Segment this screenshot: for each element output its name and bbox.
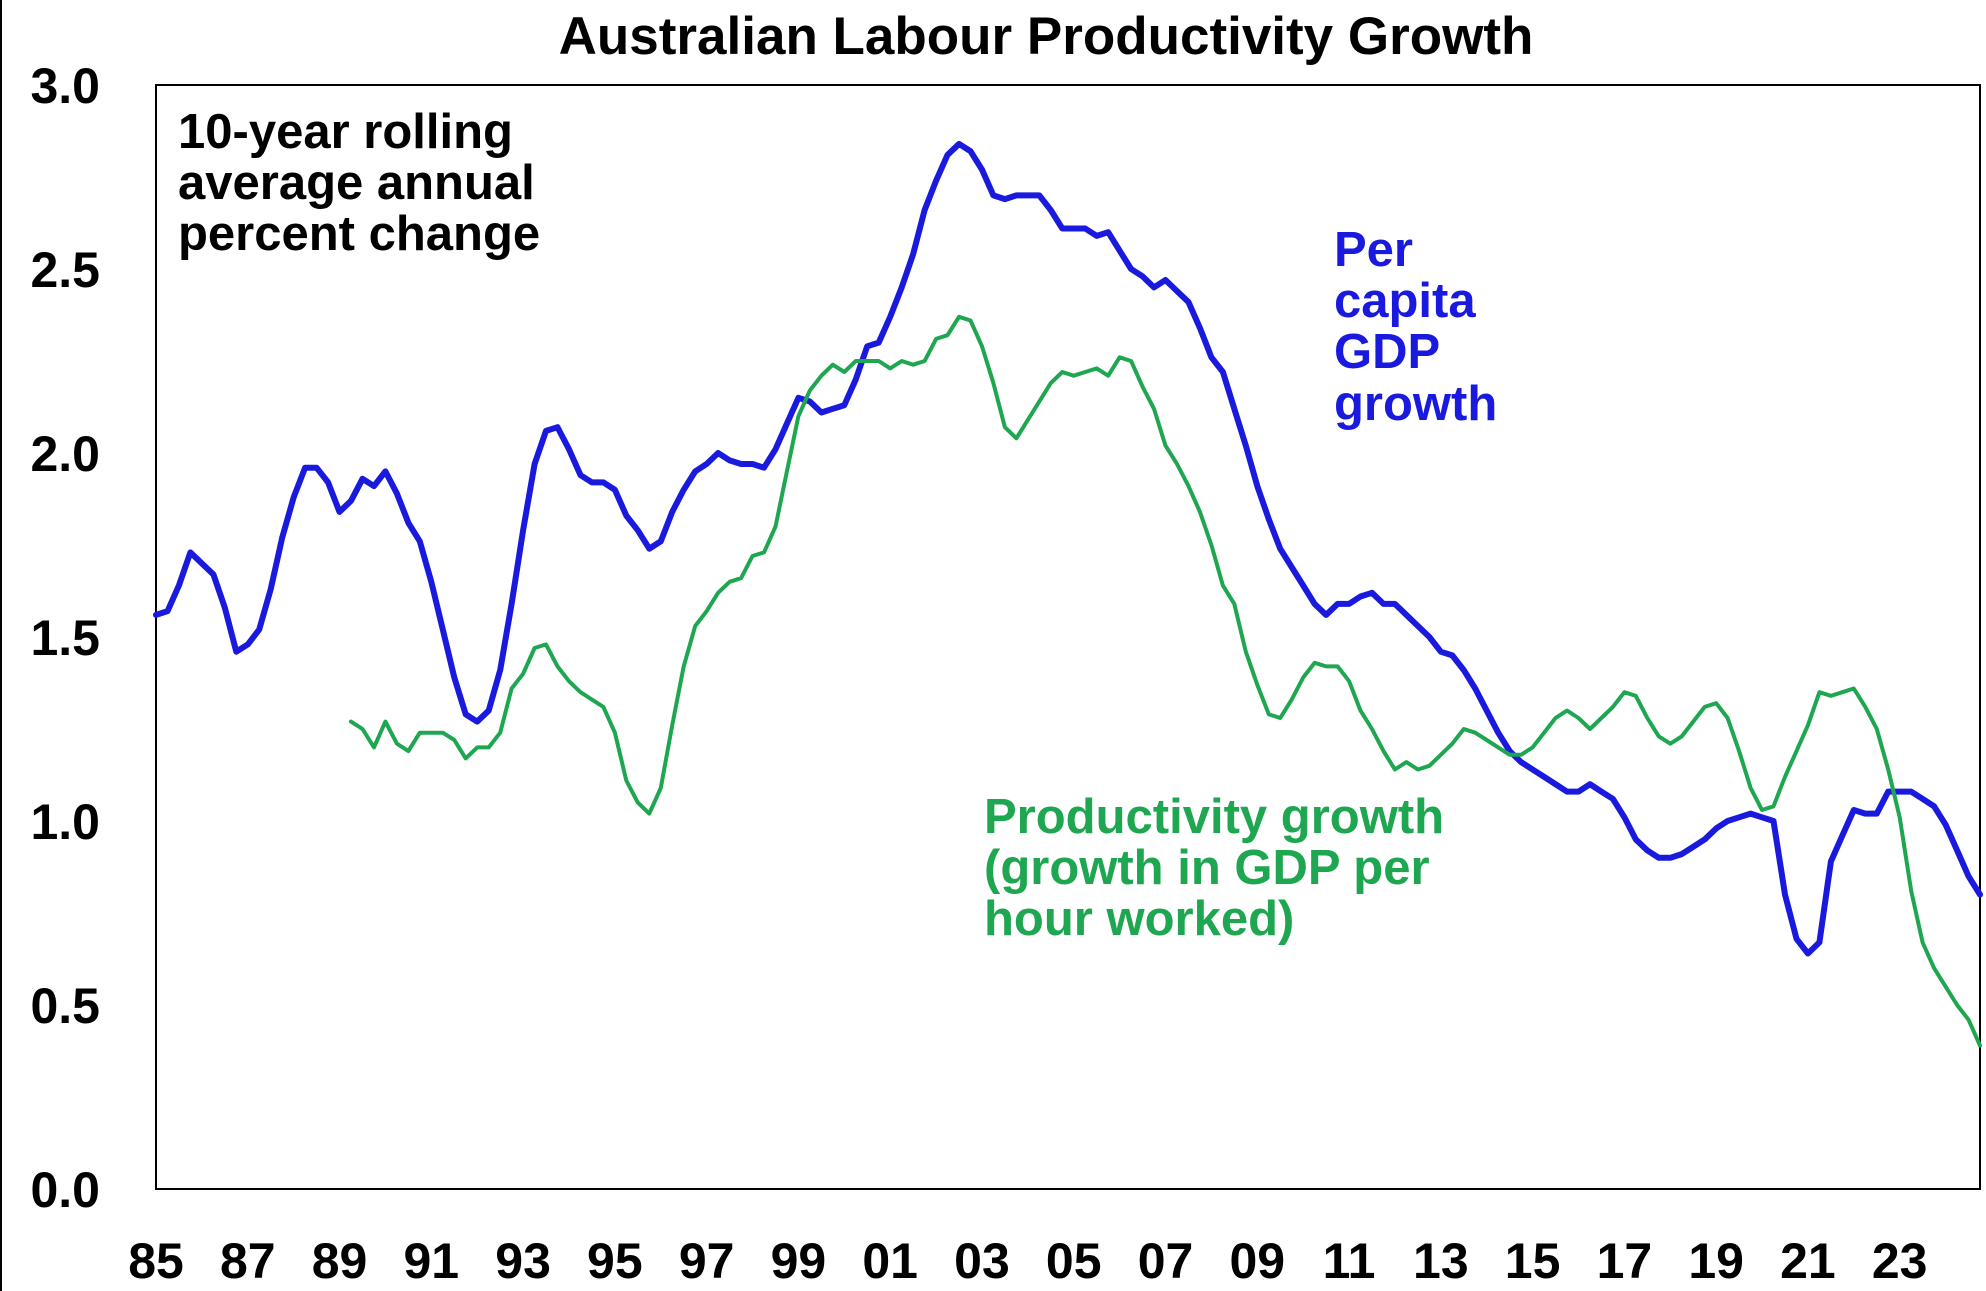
series-label-per-capita-gdp: Per capita GDP growth — [1334, 223, 1497, 431]
chart-title: Australian Labour Productivity Growth — [559, 7, 1534, 66]
series-label-line: capita — [1334, 274, 1476, 328]
annotation-line-3: percent change — [178, 207, 540, 261]
x-tick-label: 15 — [1505, 1233, 1561, 1289]
y-tick-label: 1.5 — [30, 610, 100, 666]
series-line-productivity — [349, 314, 1982, 1048]
x-tick-label: 05 — [1046, 1233, 1102, 1289]
y-axis: 0.0 0.5 1.0 1.5 2.0 2.5 3.0 — [30, 58, 100, 1218]
series-label-line: GDP — [1334, 325, 1440, 379]
x-tick-label: 91 — [404, 1233, 460, 1289]
x-tick-label: 11 — [1323, 1233, 1376, 1289]
x-tick-label: 21 — [1780, 1233, 1836, 1289]
plot-area — [155, 84, 1981, 1190]
x-tick-label: 01 — [862, 1233, 918, 1289]
y-tick-label: 0.5 — [30, 978, 100, 1034]
x-tick-label: 07 — [1138, 1233, 1194, 1289]
annotation: 10-year rolling average annual percent c… — [178, 105, 540, 261]
x-tick-label: 97 — [679, 1233, 735, 1289]
y-tick-label: 2.0 — [30, 426, 100, 482]
annotation-line-1: 10-year rolling — [178, 105, 513, 159]
x-tick-label: 19 — [1688, 1233, 1744, 1289]
series-label-line: hour worked) — [984, 892, 1294, 946]
x-tick-label: 93 — [495, 1233, 551, 1289]
x-tick-label: 13 — [1413, 1233, 1469, 1289]
x-tick-label: 23 — [1872, 1233, 1928, 1289]
x-tick-label: 89 — [312, 1233, 368, 1289]
series-label-line: (growth in GDP per — [984, 841, 1430, 895]
x-axis: 85 87 89 91 93 95 97 99 01 03 05 07 09 11 13 15 17 19 21 23 — [128, 1233, 1927, 1289]
y-tick-label: 1.0 — [30, 794, 100, 850]
series-label-line: Productivity growth — [984, 790, 1444, 844]
x-tick-label: 17 — [1597, 1233, 1653, 1289]
series-line-per-capita-gdp — [153, 140, 1983, 957]
series-label-productivity: Productivity growth (growth in GDP per h… — [984, 790, 1444, 946]
y-tick-label: 2.5 — [30, 242, 100, 298]
series-label-line: Per — [1334, 223, 1413, 277]
x-tick-label: 85 — [128, 1233, 184, 1289]
x-tick-label: 99 — [771, 1233, 827, 1289]
x-tick-label: 95 — [587, 1233, 643, 1289]
x-tick-label: 09 — [1229, 1233, 1285, 1289]
x-tick-label: 87 — [220, 1233, 276, 1289]
y-tick-label: 0.0 — [30, 1162, 100, 1218]
series-lines — [153, 140, 1983, 1048]
series-label-line: growth — [1334, 377, 1497, 431]
x-tick-label: 03 — [954, 1233, 1010, 1289]
annotation-line-2: average annual — [178, 156, 535, 210]
y-tick-label: 3.0 — [30, 58, 100, 114]
